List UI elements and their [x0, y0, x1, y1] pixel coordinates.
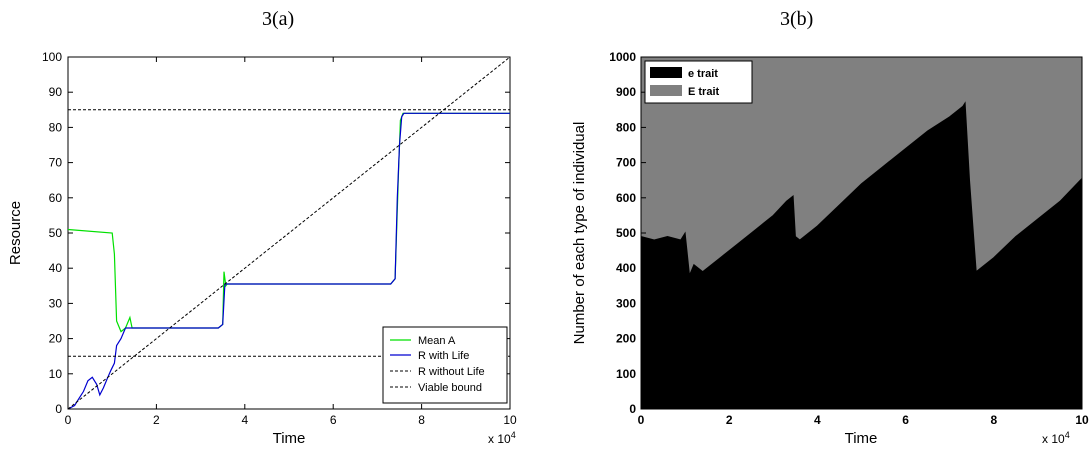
chart-a-ytick-label: 90	[49, 85, 63, 99]
chart-b-ytick-label: 800	[616, 120, 636, 134]
chart-a-xtick-label: 0	[65, 413, 72, 427]
series-r-with-life	[67, 112, 510, 410]
chart-a-xtick-label: 10	[503, 413, 517, 427]
chart-b-xtick-label: 10	[1075, 413, 1089, 427]
chart-a-ytick-label: 80	[49, 120, 63, 134]
chart-b-ytick-label: 300	[616, 296, 636, 310]
chart-a-ytick-label: 10	[49, 367, 63, 381]
legend-swatch-e-trait	[650, 67, 682, 78]
chart-a-ytick-label: 30	[49, 296, 63, 310]
series-e-trait-area	[640, 101, 1083, 410]
chart-a-xtick-label: 6	[330, 413, 337, 427]
chart-b: 0 2 4 6 8 1001002003004005006007008009001000 …	[571, 50, 1089, 447]
legend-label-r-without-life: R without Life	[418, 366, 485, 378]
chart-a-xtick-label: 8	[418, 413, 425, 427]
chart-a-multiplier: x 104	[488, 430, 516, 446]
chart-b-ytick-label: 200	[616, 332, 636, 346]
chart-b-multiplier: x 104	[1042, 430, 1070, 446]
chart-a-xtick-label: 2	[153, 413, 160, 427]
chart-a-xlabel: Time	[273, 430, 306, 447]
chart-b-ytick-label: 100	[616, 367, 636, 381]
chart-a-legend: Mean A R with Life R without Life Viable…	[382, 326, 508, 404]
chart-b-ytick-label: 700	[616, 156, 636, 170]
chart-a-xtick-label: 4	[241, 413, 248, 427]
legend-label-mean-a: Mean A	[418, 335, 456, 347]
chart-b-ytick-label: 0	[629, 402, 636, 416]
legend-swatch-E-trait	[650, 85, 682, 96]
legend-label-viable-bound: Viable bound	[418, 382, 482, 394]
chart-b-xlabel: Time	[845, 430, 878, 447]
chart-b-ytick-label: 900	[616, 85, 636, 99]
chart-b-xtick-label: 6	[902, 413, 909, 427]
chart-b-legend: e trait E trait	[644, 60, 753, 104]
legend-label-E-trait: E trait	[688, 86, 720, 98]
chart-a-ytick-label: 100	[42, 50, 62, 64]
legend-label-e-trait: e trait	[688, 68, 718, 80]
chart-b-ytick-label: 1000	[609, 50, 636, 64]
panel-a-title: 3(a)	[262, 8, 295, 30]
chart-a-ytick-label: 0	[55, 402, 62, 416]
chart-a-ytick-label: 50	[49, 226, 63, 240]
chart-a-ytick-label: 70	[49, 156, 63, 170]
chart-b-ytick-label: 500	[616, 226, 636, 240]
chart-b-ylabel: Number of each type of individual	[571, 122, 588, 345]
chart-b-ytick-label: 600	[616, 191, 636, 205]
chart-b-xtick-label: 2	[726, 413, 733, 427]
chart-a-ytick-label: 40	[49, 261, 63, 275]
chart-a-ytick-label: 20	[49, 332, 63, 346]
chart-b-xtick-label: 4	[814, 413, 821, 427]
series-r-without-life	[67, 56, 511, 410]
panel-b-title: 3(b)	[780, 8, 814, 30]
chart-a-ylabel: Resource	[7, 201, 24, 265]
chart-b-ytick-label: 400	[616, 261, 636, 275]
chart-b-xtick-label: 8	[990, 413, 997, 427]
chart-a-ytick-label: 60	[49, 191, 63, 205]
chart-b-xtick-label: 0	[638, 413, 645, 427]
legend-label-r-with-life: R with Life	[418, 350, 469, 362]
